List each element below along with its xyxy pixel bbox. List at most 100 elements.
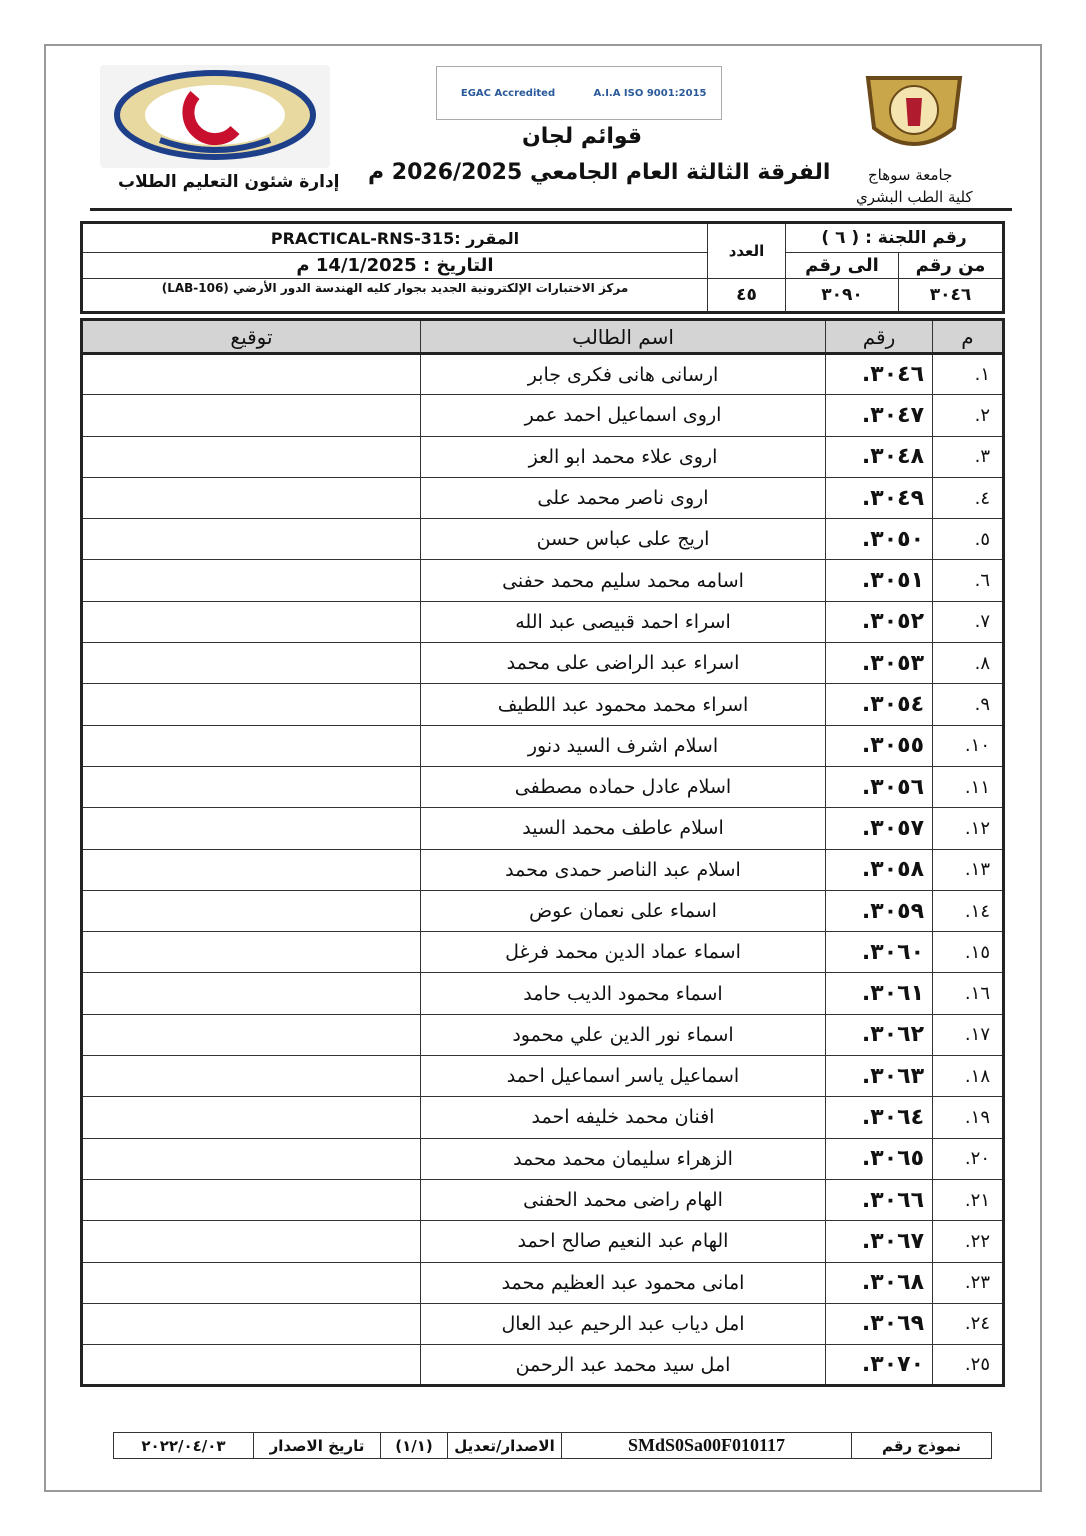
exam-location: مركز الاختبارات الإلكترونية الجديد بجوار… (81, 278, 708, 313)
row-index: ١٩. (932, 1096, 1004, 1139)
student-number: ٣٠٦٦. (825, 1178, 933, 1222)
committee-number: رقم اللجنة : ( ٦ ) (785, 222, 1004, 253)
row-index: ١٣. (932, 848, 1004, 891)
row-index: ٧. (932, 600, 1004, 644)
student-number: ٣٠٥٨. (825, 848, 933, 891)
student-name: امانى محمود عبد العظيم محمد (420, 1261, 826, 1304)
student-name: اسراء عبد الراضى على محمد (420, 642, 826, 685)
row-index: ٢٣. (932, 1261, 1004, 1304)
student-name: اسماء نور الدين علي محمود (420, 1013, 826, 1057)
signature-cell[interactable] (81, 1055, 421, 1098)
count: ٤٥ (707, 278, 786, 313)
row-index: ٩. (932, 683, 1004, 726)
issue-date-label: تاريخ الاصدار (253, 1432, 381, 1459)
signature-cell[interactable] (81, 889, 421, 933)
student-name: اسلام عاطف محمد السيد (420, 807, 826, 850)
count-label: العدد (707, 222, 786, 279)
signature-cell[interactable] (81, 1178, 421, 1222)
student-name: الهام عبد النعيم صالح احمد (420, 1220, 826, 1263)
table-row: ٢. ٣٠٤٧. اروى اسماعيل احمد عمر (81, 394, 1004, 437)
signature-cell[interactable] (81, 559, 421, 602)
student-name: اسماء عماد الدين محمد فرغل (420, 931, 826, 974)
signature-cell[interactable] (81, 683, 421, 726)
faculty-name: كلية الطب البشري (856, 188, 973, 206)
exam-date: التاريخ : 14/1/2025 م (81, 252, 708, 279)
student-name: اريج على عباس حسن (420, 518, 826, 561)
signature-cell[interactable] (81, 1220, 421, 1263)
row-index: ٢٥. (932, 1344, 1004, 1387)
student-number: ٣٠٥٤. (825, 683, 933, 726)
student-number: ٣٠٥٥. (825, 724, 933, 767)
student-number: ٣٠٤٧. (825, 394, 933, 437)
table-row: ٧. ٣٠٥٢. اسراء احمد قبيصى عبد الله (81, 600, 1004, 644)
signature-cell[interactable] (81, 972, 421, 1015)
student-number: ٣٠٥٣. (825, 642, 933, 685)
form-label: نموذج رقم (851, 1432, 992, 1459)
to-label: الى رقم (785, 252, 899, 279)
student-number: ٣٠٤٦. (825, 352, 933, 396)
table-row: ١١. ٣٠٥٦. اسلام عادل حماده مصطفى (81, 765, 1004, 809)
table-row: ١٣. ٣٠٥٨. اسلام عبد الناصر حمدى محمد (81, 848, 1004, 891)
table-row: ٣. ٣٠٤٨. اروى علاء محمد ابو العز (81, 435, 1004, 478)
row-index: ١٦. (932, 972, 1004, 1015)
signature-cell[interactable] (81, 352, 421, 396)
student-name: اسماء على نعمان عوض (420, 889, 826, 933)
signature-cell[interactable] (81, 724, 421, 767)
students-table: م رقم اسم الطالب توقيع ١. ٣٠٤٦. ارسانى هان… (80, 318, 1005, 1388)
row-index: ٢٠. (932, 1137, 1004, 1180)
faculty-logo (100, 65, 330, 168)
course: المقرر :PRACTICAL-RNS-315 (81, 222, 708, 253)
signature-cell[interactable] (81, 435, 421, 478)
signature-cell[interactable] (81, 600, 421, 644)
version-label: الاصدار/تعديل (447, 1432, 562, 1459)
egac-logo: EGAC Accredited (437, 67, 579, 119)
aia-logo: A.I.A ISO 9001:2015 (579, 67, 721, 119)
signature-cell[interactable] (81, 807, 421, 850)
signature-cell[interactable] (81, 642, 421, 685)
student-number: ٣٠٤٨. (825, 435, 933, 478)
header-signature: توقيع (81, 319, 421, 355)
table-row: ٥. ٣٠٥٠. اريج على عباس حسن (81, 518, 1004, 561)
row-index: ٢. (932, 394, 1004, 437)
signature-cell[interactable] (81, 1302, 421, 1346)
table-row: ٢٢. ٣٠٦٧. الهام عبد النعيم صالح احمد (81, 1220, 1004, 1263)
row-index: ١٨. (932, 1055, 1004, 1098)
student-name: اسراء محمد محمود عبد اللطيف (420, 683, 826, 726)
student-name: الزهراء سليمان محمد محمد (420, 1137, 826, 1180)
student-number: ٣٠٥٠. (825, 518, 933, 561)
signature-cell[interactable] (81, 848, 421, 891)
signature-cell[interactable] (81, 1013, 421, 1057)
signature-cell[interactable] (81, 931, 421, 974)
signature-cell[interactable] (81, 1261, 421, 1304)
table-row: ٨. ٣٠٥٣. اسراء عبد الراضى على محمد (81, 642, 1004, 685)
page-subtitle: الفرقة الثالثة العام الجامعي 2026/2025 م (368, 160, 831, 185)
student-name: افنان محمد خليفه احمد (420, 1096, 826, 1139)
accreditation-logos: EGAC Accredited A.I.A ISO 9001:2015 (436, 66, 722, 120)
student-name: امل دياب عبد الرحيم عبد العال (420, 1302, 826, 1346)
table-row: ١٦. ٣٠٦١. اسماء محمود الديب حامد (81, 972, 1004, 1015)
student-number: ٣٠٦٥. (825, 1137, 933, 1180)
signature-cell[interactable] (81, 1137, 421, 1180)
signature-cell[interactable] (81, 394, 421, 437)
page-title: قوائم لجان (522, 124, 643, 149)
egac-text: EGAC Accredited (460, 87, 556, 99)
student-number: ٣٠٥٢. (825, 600, 933, 644)
student-name: اسماء محمود الديب حامد (420, 972, 826, 1015)
signature-cell[interactable] (81, 476, 421, 520)
issue-date: ٢٠٢٢/٠٤/٠٣ (113, 1432, 254, 1459)
committee-info: رقم اللجنة : ( ٦ ) العدد المقرر :PRACTIC… (80, 221, 1005, 314)
signature-cell[interactable] (81, 518, 421, 561)
student-name: اروى اسماعيل احمد عمر (420, 394, 826, 437)
table-row: ١٧. ٣٠٦٢. اسماء نور الدين علي محمود (81, 1013, 1004, 1057)
row-index: ١٤. (932, 889, 1004, 933)
signature-cell[interactable] (81, 1096, 421, 1139)
form-code: SMdS0Sa00F010117 (561, 1432, 852, 1459)
table-row: ٢٥. ٣٠٧٠. امل سيد محمد عبد الرحمن (81, 1344, 1004, 1387)
signature-cell[interactable] (81, 1344, 421, 1387)
table-row: ١٢. ٣٠٥٧. اسلام عاطف محمد السيد (81, 807, 1004, 850)
signature-cell[interactable] (81, 765, 421, 809)
student-number: ٣٠٧٠. (825, 1344, 933, 1387)
table-row: ١٥. ٣٠٦٠. اسماء عماد الدين محمد فرغل (81, 931, 1004, 974)
university-name: جامعة سوهاج (868, 166, 953, 184)
student-number: ٣٠٦٤. (825, 1096, 933, 1139)
